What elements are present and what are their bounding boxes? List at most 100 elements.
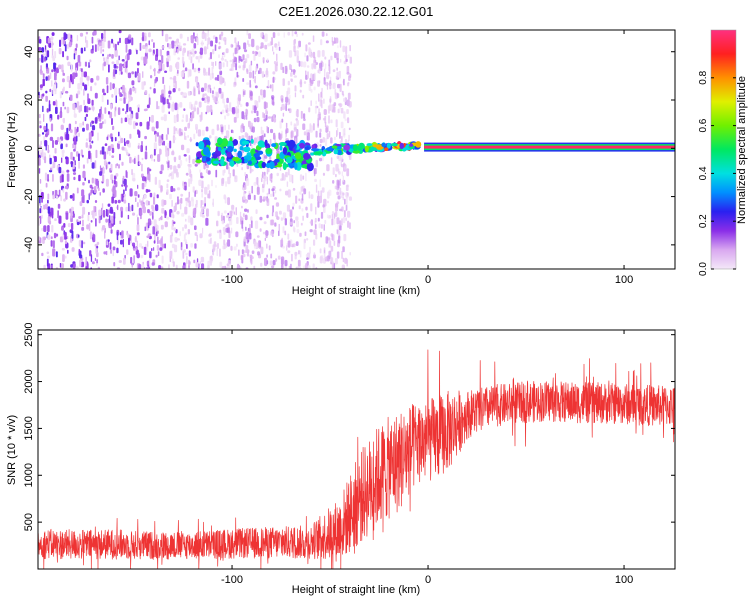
noise-speckle [244, 200, 248, 204]
noise-speckle [192, 158, 195, 165]
noise-speckle [38, 218, 40, 226]
emerging-blob [343, 144, 351, 151]
noise-speckle [152, 226, 155, 235]
noise-speckle [126, 68, 128, 75]
noise-speckle [347, 81, 350, 85]
noise-speckle [45, 133, 48, 138]
noise-speckle [137, 184, 139, 189]
noise-speckle [114, 49, 118, 58]
noise-speckle [79, 77, 83, 86]
noise-speckle [109, 82, 112, 91]
noise-speckle [251, 250, 255, 254]
noise-speckle [55, 99, 57, 106]
noise-speckle [216, 220, 219, 227]
noise-speckle [229, 103, 231, 112]
noise-speckle [127, 72, 132, 79]
noise-speckle [196, 234, 198, 242]
noise-speckle [260, 89, 263, 96]
noise-speckle [120, 117, 123, 124]
noise-speckle [157, 105, 160, 110]
noise-speckle [39, 120, 42, 124]
noise-speckle [84, 61, 87, 67]
noise-speckle [50, 36, 54, 41]
noise-speckle [55, 106, 58, 114]
noise-speckle [306, 257, 309, 260]
noise-speckle [194, 100, 198, 105]
noise-speckle [101, 94, 104, 103]
noise-speckle [319, 195, 322, 204]
noise-speckle [68, 123, 72, 132]
noise-speckle [129, 133, 132, 139]
noise-speckle [272, 76, 275, 83]
noise-speckle [111, 209, 114, 214]
noise-speckle [143, 35, 147, 42]
noise-speckle [113, 262, 116, 267]
noise-speckle [136, 105, 139, 108]
noise-speckle [233, 116, 237, 123]
signal-blob [294, 152, 302, 160]
noise-speckle [342, 217, 346, 224]
noise-speckle [269, 156, 272, 160]
noise-speckle [347, 220, 350, 228]
noise-speckle [71, 247, 75, 252]
noise-speckle [245, 267, 249, 269]
noise-speckle [81, 71, 85, 78]
noise-speckle [54, 148, 57, 154]
noise-speckle [266, 214, 269, 219]
noise-speckle [207, 37, 211, 45]
noise-speckle [306, 238, 309, 241]
noise-speckle [42, 105, 44, 113]
noise-speckle [111, 61, 115, 65]
noise-speckle [346, 259, 348, 267]
noise-speckle [179, 203, 182, 210]
noise-speckle [303, 113, 306, 119]
noise-speckle [154, 233, 156, 242]
noise-speckle [210, 40, 213, 47]
signal-blob [221, 138, 229, 147]
noise-speckle [315, 224, 317, 230]
noise-speckle [201, 188, 203, 193]
noise-speckle [69, 94, 73, 101]
noise-speckle [323, 205, 326, 213]
noise-speckle [158, 61, 162, 69]
noise-speckle [326, 133, 329, 140]
noise-speckle [225, 215, 230, 218]
noise-speckle [85, 113, 88, 117]
noise-speckle [259, 216, 263, 221]
noise-speckle [255, 177, 259, 185]
noise-speckle [87, 145, 90, 151]
noise-speckle [90, 220, 93, 223]
noise-speckle [338, 171, 341, 175]
noise-speckle [346, 168, 350, 177]
noise-speckle [330, 261, 332, 265]
noise-speckle [192, 63, 194, 70]
noise-speckle [72, 193, 75, 201]
signal-blob [217, 137, 223, 145]
noise-speckle [112, 125, 115, 131]
noise-speckle [166, 98, 169, 105]
noise-speckle [294, 251, 298, 256]
noise-speckle [47, 206, 51, 214]
y-tick-label: 2500 [23, 322, 35, 346]
noise-speckle [57, 210, 59, 219]
noise-speckle [309, 246, 311, 254]
noise-speckle [169, 164, 173, 170]
noise-speckle [320, 231, 322, 238]
noise-speckle [331, 218, 334, 226]
noise-speckle [342, 45, 346, 53]
snr-xlabel: Height of straight line (km) [292, 584, 420, 596]
signal-blob [294, 162, 298, 170]
noise-speckle [78, 234, 80, 238]
noise-speckle [282, 112, 285, 117]
noise-speckle [122, 108, 125, 111]
noise-speckle [199, 261, 201, 265]
noise-speckle [315, 206, 317, 215]
noise-speckle [218, 41, 221, 45]
noise-speckle [81, 226, 85, 231]
noise-speckle [65, 212, 69, 220]
noise-speckle [284, 65, 288, 75]
signal-blob [202, 157, 207, 162]
noise-speckle [52, 174, 54, 182]
noise-speckle [240, 254, 244, 261]
noise-speckle [273, 61, 277, 65]
